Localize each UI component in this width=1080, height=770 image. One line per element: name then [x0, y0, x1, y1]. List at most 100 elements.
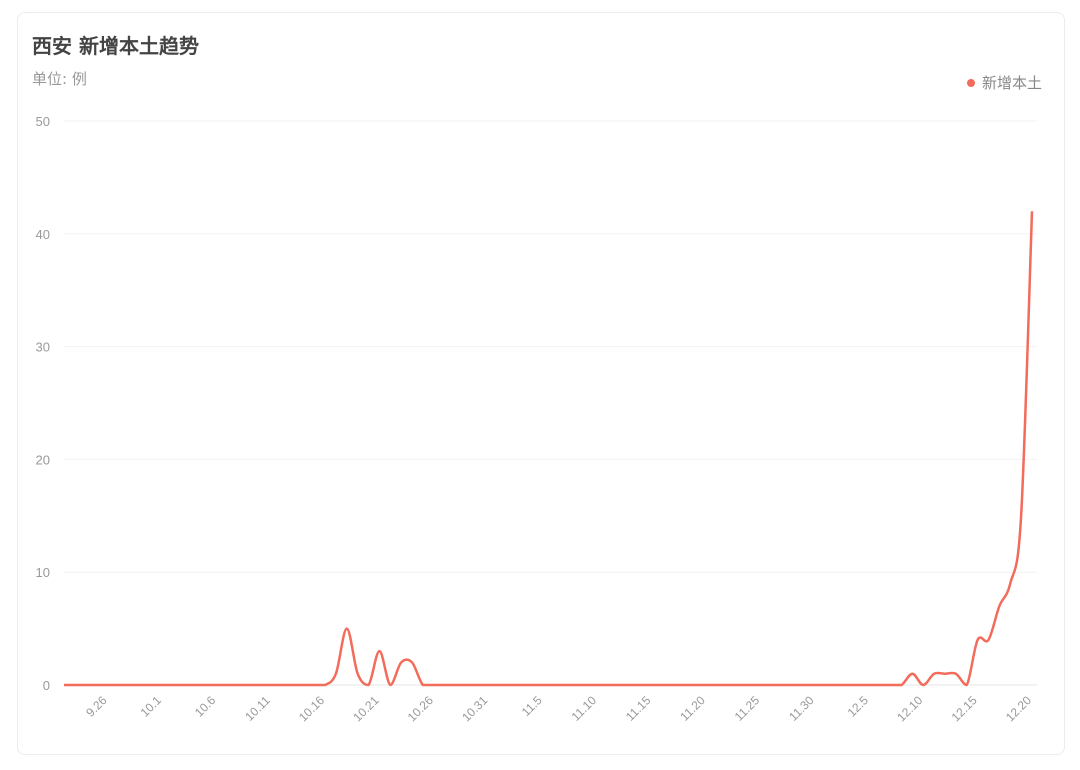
data-point	[279, 682, 285, 688]
data-point	[507, 682, 513, 688]
data-point	[550, 682, 556, 688]
data-point	[583, 682, 589, 688]
data-point	[822, 682, 828, 688]
data-point	[616, 682, 622, 688]
x-tick-label: 10.26	[405, 693, 436, 724]
y-tick-label: 20	[36, 452, 50, 467]
data-point	[344, 626, 350, 632]
x-tick-label: 11.15	[623, 693, 654, 724]
x-tick-label: 12.20	[1003, 693, 1034, 724]
data-point	[975, 637, 981, 643]
data-point	[202, 682, 208, 688]
data-point	[192, 682, 198, 688]
data-point	[844, 682, 850, 688]
data-point	[920, 682, 926, 688]
x-tick-label: 10.1	[138, 693, 165, 720]
data-point	[159, 682, 165, 688]
data-point	[420, 682, 426, 688]
data-point	[692, 682, 698, 688]
data-point	[170, 682, 176, 688]
data-point	[931, 671, 937, 677]
x-tick-label: 10.16	[296, 693, 327, 724]
data-point	[659, 682, 665, 688]
data-point	[181, 682, 187, 688]
data-point	[757, 682, 763, 688]
data-point	[105, 682, 111, 688]
data-point	[811, 682, 817, 688]
data-point	[72, 682, 78, 688]
x-tick-label: 11.10	[569, 693, 600, 724]
data-point	[213, 682, 219, 688]
data-point	[964, 682, 970, 688]
legend-label: 新增本土	[981, 74, 1042, 92]
data-point	[703, 682, 709, 688]
data-point	[779, 682, 785, 688]
data-point	[387, 682, 393, 688]
data-point	[637, 682, 643, 688]
x-tick-label: 11.20	[677, 693, 708, 724]
x-tick-label: 12.15	[949, 693, 980, 724]
data-point	[735, 682, 741, 688]
x-tick-label: 11.30	[786, 693, 817, 724]
data-point	[540, 682, 546, 688]
data-point	[431, 682, 437, 688]
data-point	[485, 682, 491, 688]
data-point	[594, 682, 600, 688]
chart-title: 西安 新增本土趋势	[32, 34, 199, 58]
y-tick-label: 0	[43, 678, 50, 693]
legend-item[interactable]: 新增本土	[966, 72, 1042, 93]
data-point	[148, 682, 154, 688]
x-tick-label: 10.6	[192, 693, 219, 720]
legend-dot-icon	[966, 78, 975, 87]
data-point	[322, 682, 328, 688]
data-point	[453, 682, 459, 688]
data-point	[866, 682, 872, 688]
data-point	[888, 682, 894, 688]
data-point	[681, 682, 687, 688]
data-point	[235, 682, 241, 688]
x-tick-label: 12.10	[894, 693, 925, 724]
data-point	[409, 659, 415, 665]
series-line	[63, 211, 1034, 687]
data-point	[985, 637, 991, 643]
data-point	[648, 682, 654, 688]
data-point	[442, 682, 448, 688]
data-point	[257, 682, 263, 688]
data-point	[224, 682, 230, 688]
data-point	[746, 682, 752, 688]
data-point	[724, 682, 730, 688]
data-point	[627, 682, 633, 688]
data-point	[561, 682, 567, 688]
y-tick-label: 30	[36, 340, 50, 355]
data-point	[83, 682, 89, 688]
data-point	[61, 682, 67, 688]
data-point	[714, 682, 720, 688]
data-point	[572, 682, 578, 688]
data-point	[311, 682, 317, 688]
data-point	[246, 682, 252, 688]
data-point	[115, 682, 121, 688]
data-point	[137, 682, 143, 688]
data-point	[1018, 513, 1024, 519]
y-tick-label: 50	[36, 114, 50, 129]
data-point	[463, 682, 469, 688]
data-point	[909, 671, 915, 677]
data-point	[300, 682, 306, 688]
data-point	[953, 671, 959, 677]
x-tick-label: 9.26	[83, 693, 110, 720]
data-point	[355, 671, 361, 677]
data-point	[1007, 580, 1013, 586]
chart-card	[17, 12, 1065, 755]
data-point	[398, 659, 404, 665]
unit-label: 单位: 例	[32, 70, 87, 88]
data-point	[518, 682, 524, 688]
data-point	[496, 682, 502, 688]
x-tick-label: 10.21	[350, 693, 381, 724]
data-point	[670, 682, 676, 688]
data-point	[833, 682, 839, 688]
x-tick-label: 11.25	[732, 693, 763, 724]
x-tick-label: 10.31	[459, 693, 490, 724]
x-tick-label: 12.5	[845, 693, 872, 720]
data-point	[333, 671, 339, 677]
